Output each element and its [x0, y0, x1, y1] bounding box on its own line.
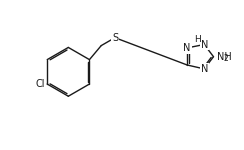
Text: 2: 2	[224, 54, 229, 63]
Text: N: N	[201, 64, 208, 74]
Text: H: H	[194, 35, 201, 44]
Text: Cl: Cl	[36, 79, 45, 89]
Text: S: S	[112, 33, 118, 43]
Text: N: N	[201, 39, 208, 50]
Text: NH: NH	[217, 52, 232, 62]
Text: N: N	[183, 43, 191, 53]
